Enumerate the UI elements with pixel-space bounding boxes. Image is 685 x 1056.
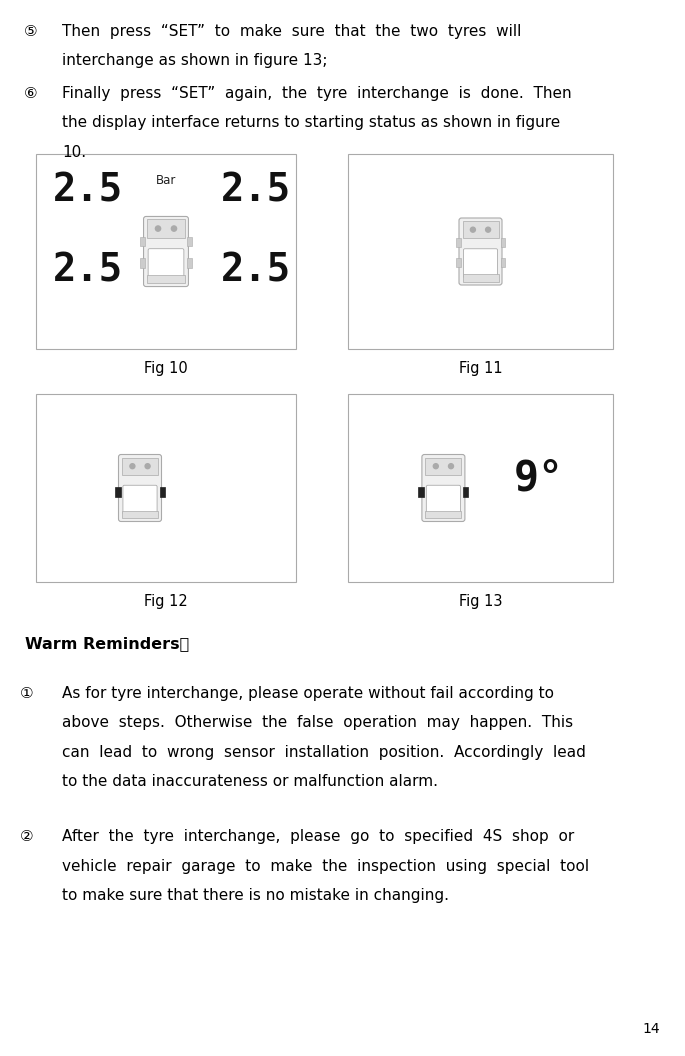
Text: the display interface returns to starting status as shown in figure: the display interface returns to startin…	[62, 115, 560, 131]
FancyBboxPatch shape	[422, 454, 465, 522]
Text: Bar: Bar	[155, 174, 176, 187]
Bar	[140, 259, 145, 268]
Circle shape	[449, 464, 453, 469]
Text: Fig 10: Fig 10	[144, 361, 188, 376]
Text: vehicle  repair  garage  to  make  the  inspection  using  special  tool: vehicle repair garage to make the inspec…	[62, 859, 589, 873]
Bar	[36, 154, 296, 348]
Text: Warm Reminders：: Warm Reminders：	[25, 636, 189, 650]
Bar	[122, 457, 158, 475]
Text: Fig 13: Fig 13	[459, 593, 502, 609]
Text: 10.: 10.	[62, 145, 86, 159]
Text: Finally  press  “SET”  again,  the  tyre  interchange  is  done.  Then: Finally press “SET” again, the tyre inte…	[62, 86, 571, 101]
Bar	[115, 487, 121, 497]
Text: Fig 11: Fig 11	[459, 361, 502, 376]
Text: After  the  tyre  interchange,  please  go  to  specified  4S  shop  or: After the tyre interchange, please go to…	[62, 829, 574, 844]
Bar	[419, 487, 424, 497]
FancyBboxPatch shape	[148, 249, 184, 279]
Bar	[140, 237, 145, 246]
Text: 2.5: 2.5	[221, 172, 291, 210]
Bar	[501, 238, 505, 246]
Bar	[501, 258, 505, 267]
Bar	[147, 276, 185, 283]
Text: to make sure that there is no mistake in changing.: to make sure that there is no mistake in…	[62, 888, 449, 903]
Circle shape	[471, 227, 475, 232]
Bar	[187, 237, 192, 246]
Bar	[36, 394, 296, 582]
Bar	[348, 394, 613, 582]
Text: As for tyre interchange, please operate without fail according to: As for tyre interchange, please operate …	[62, 686, 554, 701]
Text: 2.5: 2.5	[53, 251, 123, 289]
Bar	[463, 487, 469, 497]
Text: ⑤: ⑤	[24, 24, 38, 39]
Bar	[456, 238, 460, 246]
FancyBboxPatch shape	[459, 218, 502, 285]
FancyBboxPatch shape	[123, 486, 157, 514]
Text: Then  press  “SET”  to  make  sure  that  the  two  tyres  will: Then press “SET” to make sure that the t…	[62, 24, 521, 39]
Text: to the data inaccurateness or malfunction alarm.: to the data inaccurateness or malfunctio…	[62, 774, 438, 790]
Circle shape	[171, 226, 177, 231]
Bar	[122, 510, 158, 518]
FancyBboxPatch shape	[426, 486, 460, 514]
Circle shape	[486, 227, 490, 232]
Bar	[187, 259, 192, 268]
Bar	[147, 220, 185, 238]
Text: above  steps.  Otherwise  the  false  operation  may  happen.  This: above steps. Otherwise the false operati…	[62, 716, 573, 731]
Text: can  lead  to  wrong  sensor  installation  position.  Accordingly  lead: can lead to wrong sensor installation po…	[62, 744, 586, 760]
Bar	[425, 510, 462, 518]
Circle shape	[130, 464, 135, 469]
Text: 14: 14	[643, 1022, 660, 1036]
Text: ②: ②	[20, 829, 34, 844]
Text: Fig 12: Fig 12	[144, 593, 188, 609]
FancyBboxPatch shape	[144, 216, 188, 286]
FancyBboxPatch shape	[464, 249, 497, 278]
Text: 2.5: 2.5	[221, 251, 291, 289]
Text: 2.5: 2.5	[53, 172, 123, 210]
Text: ⑥: ⑥	[24, 86, 38, 101]
Text: 9°: 9°	[514, 457, 564, 499]
Bar	[160, 487, 165, 497]
FancyBboxPatch shape	[119, 454, 162, 522]
Bar	[425, 457, 462, 475]
Bar	[456, 258, 460, 267]
Circle shape	[145, 464, 150, 469]
Text: ①: ①	[20, 686, 34, 701]
Bar	[462, 221, 499, 239]
Circle shape	[434, 464, 438, 469]
Bar	[348, 154, 613, 348]
Bar	[462, 275, 499, 282]
Circle shape	[155, 226, 161, 231]
Text: interchange as shown in figure 13;: interchange as shown in figure 13;	[62, 54, 327, 69]
